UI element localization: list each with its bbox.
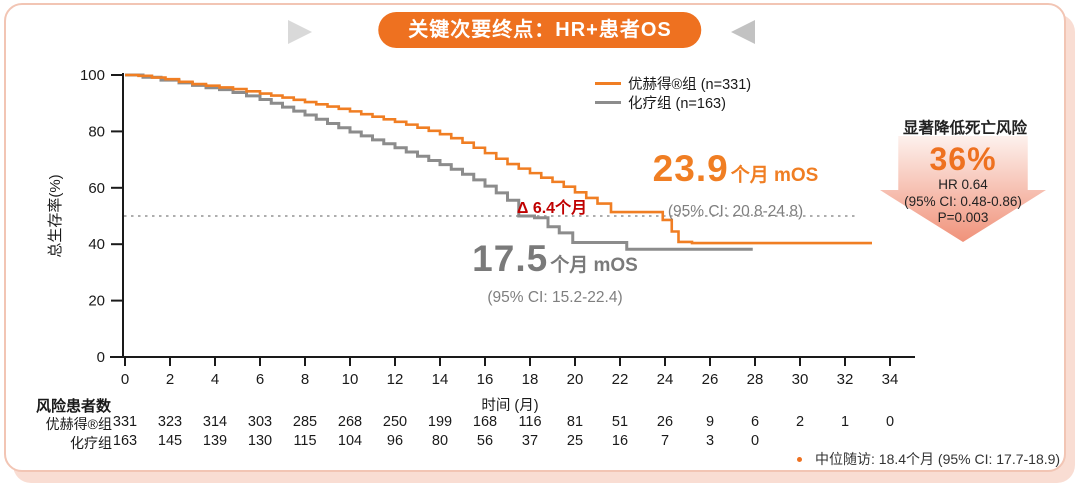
risk-count: 9 bbox=[705, 414, 715, 430]
risk-count: 26 bbox=[656, 414, 674, 430]
risk-count: 104 bbox=[337, 433, 363, 449]
risk-count: 130 bbox=[247, 433, 273, 449]
nav-next-icon[interactable] bbox=[731, 20, 755, 44]
risk-reduction-title: 显著降低死亡风险 bbox=[902, 120, 1027, 137]
legend-label-treatment: 优赫得®组 (n=331) bbox=[628, 77, 752, 93]
risk-table-header: 风险患者数 bbox=[36, 398, 112, 415]
svg-text:28: 28 bbox=[747, 371, 764, 388]
svg-text:32: 32 bbox=[837, 371, 854, 388]
control-ci: (95% CI: 15.2-22.4) bbox=[487, 289, 623, 306]
control-line-swatch bbox=[595, 101, 621, 104]
risk-reduction-percent: 36% bbox=[929, 141, 997, 177]
svg-text:4: 4 bbox=[211, 371, 219, 388]
risk-count: 115 bbox=[293, 433, 317, 449]
risk-count: 81 bbox=[566, 414, 584, 430]
nav-prev-icon[interactable] bbox=[288, 20, 312, 44]
risk-count: 96 bbox=[386, 433, 404, 449]
svg-text:总生存率(%): 总生存率(%) bbox=[47, 174, 64, 257]
svg-text:40: 40 bbox=[88, 236, 105, 253]
svg-text:26: 26 bbox=[702, 371, 719, 388]
control-km-curve bbox=[125, 73, 753, 251]
treatment-line-swatch bbox=[595, 82, 621, 85]
svg-text:0: 0 bbox=[121, 371, 129, 388]
footnote: 中位随访: 18.4个月 (95% CI: 17.7-18.9) bbox=[815, 451, 1061, 467]
page-title: 关键次要终点：HR+患者OS bbox=[378, 12, 702, 48]
risk-count: 56 bbox=[476, 433, 494, 449]
risk-count: 37 bbox=[521, 433, 539, 449]
svg-text:100: 100 bbox=[80, 67, 105, 84]
svg-text:20: 20 bbox=[567, 371, 584, 388]
risk-count: 268 bbox=[337, 414, 363, 430]
svg-text:2: 2 bbox=[166, 371, 174, 388]
risk-count: 168 bbox=[472, 414, 498, 430]
risk-count: 80 bbox=[431, 433, 449, 449]
control-mos-unit: 个月 mOS bbox=[550, 255, 638, 276]
legend-item-treatment: 优赫得®组 (n=331) bbox=[595, 74, 751, 93]
svg-text:34: 34 bbox=[882, 371, 899, 388]
control-mos-value: 17.5 bbox=[472, 238, 549, 279]
risk-count: 7 bbox=[660, 433, 670, 449]
hazard-ratio: HR 0.64 bbox=[938, 177, 988, 192]
risk-count: 331 bbox=[112, 414, 138, 430]
hazard-ratio-ci: (95% CI: 0.48-0.86) bbox=[904, 193, 1022, 209]
risk-count: 116 bbox=[518, 414, 542, 430]
risk-count: 303 bbox=[247, 414, 273, 430]
risk-count: 323 bbox=[157, 414, 183, 430]
x-axis-title: 时间 (月) bbox=[481, 398, 539, 414]
svg-text:8: 8 bbox=[301, 371, 309, 388]
svg-text:14: 14 bbox=[432, 371, 449, 388]
risk-count: 285 bbox=[292, 414, 318, 430]
treatment-mos-unit: 个月 mOS bbox=[730, 165, 819, 186]
risk-count: 0 bbox=[885, 414, 895, 430]
risk-count: 314 bbox=[202, 414, 228, 430]
risk-count: 6 bbox=[750, 414, 760, 430]
risk-count: 145 bbox=[157, 433, 183, 449]
risk-count: 2 bbox=[795, 414, 805, 430]
svg-text:12: 12 bbox=[387, 371, 404, 388]
svg-text:80: 80 bbox=[88, 123, 105, 140]
footnote-bullet-icon bbox=[797, 457, 802, 462]
p-value: P=0.003 bbox=[937, 210, 989, 225]
svg-text:18: 18 bbox=[522, 371, 539, 388]
risk-row-label-treatment: 优赫得®组 bbox=[45, 416, 112, 432]
treatment-km-curve bbox=[125, 73, 872, 245]
treatment-mos-value: 23.9 bbox=[652, 148, 729, 189]
svg-text:30: 30 bbox=[792, 371, 809, 388]
risk-count: 0 bbox=[750, 433, 760, 449]
svg-text:60: 60 bbox=[88, 180, 105, 197]
treatment-mos-annotation: 23.9 个月 mOS bbox=[648, 148, 823, 190]
control-mos-annotation: 17.5 个月 mOS bbox=[455, 238, 655, 280]
svg-text:22: 22 bbox=[612, 371, 629, 388]
legend-item-control: 化疗组 (n=163) bbox=[595, 93, 751, 112]
risk-count: 199 bbox=[427, 414, 453, 430]
svg-text:20: 20 bbox=[88, 293, 105, 310]
risk-count: 51 bbox=[611, 414, 629, 430]
risk-count: 163 bbox=[112, 433, 138, 449]
risk-count: 3 bbox=[705, 433, 715, 449]
risk-reduction-stats: 36% HR 0.64 (95% CI: 0.48-0.86) P=0.003 bbox=[880, 141, 1046, 227]
delta-annotation: Δ 6.4个月 bbox=[516, 200, 588, 217]
legend: 优赫得®组 (n=331) 化疗组 (n=163) bbox=[595, 74, 751, 112]
svg-text:10: 10 bbox=[342, 371, 359, 388]
risk-count: 250 bbox=[382, 414, 408, 430]
svg-text:24: 24 bbox=[657, 371, 674, 388]
risk-count: 139 bbox=[202, 433, 228, 449]
treatment-ci: (95% CI: 20.8-24.8) bbox=[667, 203, 804, 220]
risk-row-label-control: 化疗组 bbox=[70, 435, 112, 451]
svg-text:0: 0 bbox=[97, 349, 105, 366]
risk-count: 1 bbox=[840, 414, 850, 430]
svg-text:16: 16 bbox=[477, 371, 494, 388]
legend-label-control: 化疗组 (n=163) bbox=[628, 96, 726, 112]
risk-count: 25 bbox=[566, 433, 584, 449]
risk-count: 16 bbox=[611, 433, 629, 449]
svg-text:6: 6 bbox=[256, 371, 264, 388]
